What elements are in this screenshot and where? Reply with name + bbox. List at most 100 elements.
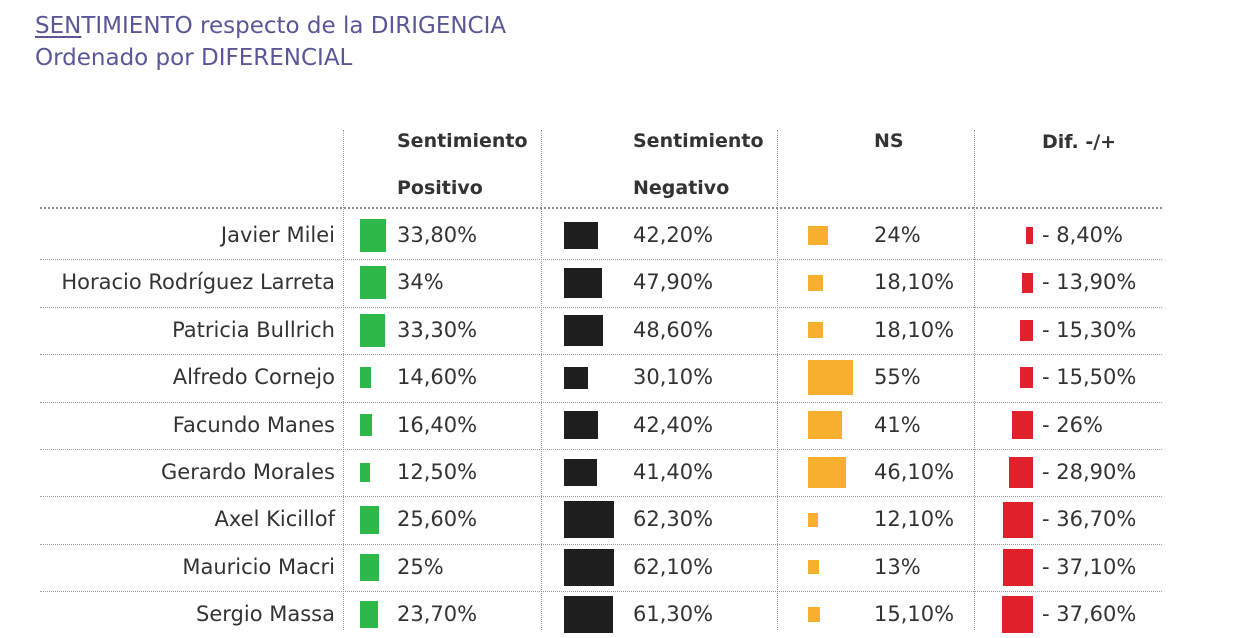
title-underlined-part: SEN: [35, 13, 82, 39]
ns-value: 24%: [874, 223, 921, 247]
table-row: Alfredo Cornejo 14,60% 30,10% 55% - 15,50%: [0, 354, 1256, 401]
header-divider: [40, 207, 1162, 209]
table-row: Facundo Manes 16,40% 42,40% 41% - 26%: [0, 402, 1256, 449]
difference-bar: [1002, 548, 1033, 586]
negative-bar: [564, 548, 614, 586]
candidate-name: Gerardo Morales: [161, 460, 335, 484]
difference-value: - 36,70%: [1042, 507, 1137, 532]
positive-bar: [360, 266, 386, 300]
difference-bar: [1002, 596, 1033, 634]
title-line-1: SENTIMIENTO respecto de la DIRIGENCIA: [35, 10, 506, 42]
row-divider: [40, 401, 1162, 403]
difference-value: - 37,60%: [1042, 602, 1137, 627]
candidate-name: Axel Kicillof: [214, 507, 335, 532]
positive-value: 25,60%: [397, 507, 478, 532]
title-rest: TIMIENTO respecto de la DIRIGENCIA: [81, 13, 507, 39]
positive-value: 33,30%: [397, 317, 478, 342]
positive-value: 25%: [397, 554, 444, 579]
positive-bar: [360, 219, 386, 252]
negative-bar: [564, 411, 598, 440]
difference-bar: [1002, 501, 1033, 539]
ns-bar: [808, 607, 821, 623]
difference-value: - 8,40%: [1042, 223, 1123, 247]
positive-bar: [360, 601, 378, 628]
row-divider: [40, 449, 1162, 450]
positive-bar: [360, 414, 373, 436]
negative-bar: [564, 458, 598, 487]
candidate-name: Alfredo Cornejo: [172, 365, 335, 390]
ns-value: 46,10%: [874, 460, 955, 484]
difference-bar: [1009, 457, 1033, 488]
negative-bar: [564, 596, 614, 634]
header-negative-line-1: Sentimiento: [633, 130, 764, 152]
title-line-2: Ordenado por DIFERENCIAL: [35, 45, 353, 71]
difference-value: - 28,90%: [1042, 460, 1137, 484]
chart-title: SENTIMIENTO respecto de la DIRIGENCIA Or…: [35, 10, 506, 74]
negative-value: 61,30%: [633, 602, 714, 627]
negative-bar: [564, 501, 614, 539]
ns-bar: [808, 225, 828, 246]
positive-bar: [360, 367, 372, 388]
positive-bar: [360, 553, 379, 581]
difference-bar: [1021, 272, 1033, 293]
positive-value: 16,40%: [397, 412, 478, 437]
difference-value: - 15,50%: [1042, 365, 1137, 390]
table-row: Mauricio Macri 25% 62,10% 13% - 37,10%: [0, 544, 1256, 591]
difference-value: - 13,90%: [1042, 270, 1137, 295]
ns-value: 12,10%: [874, 507, 955, 532]
row-divider: [40, 543, 1162, 545]
difference-value: - 37,10%: [1042, 554, 1137, 579]
table-row: Sergio Massa 23,70% 61,30% 15,10% - 37,60%: [0, 591, 1256, 638]
table-row: Javier Milei 33,80% 42,20% 24% - 8,40%: [0, 212, 1256, 259]
table-row: Horacio Rodríguez Larreta 34% 47,90% 18,10%…: [0, 259, 1256, 306]
header-dif: Dif. -/+: [1042, 131, 1117, 153]
positive-value: 33,80%: [397, 223, 478, 247]
row-divider: [40, 496, 1162, 498]
positive-value: 23,70%: [397, 602, 478, 627]
table-row: Axel Kicillof 25,60% 62,30% 12,10% - 36,70%: [0, 496, 1256, 543]
difference-bar: [1020, 367, 1033, 389]
ns-bar: [808, 274, 823, 292]
difference-value: - 15,30%: [1042, 317, 1137, 342]
column-divider-2: [541, 130, 542, 630]
negative-value: 42,40%: [633, 412, 714, 437]
column-divider-1: [343, 130, 344, 630]
positive-value: 12,50%: [397, 460, 478, 484]
column-divider-4: [974, 130, 975, 630]
candidate-name: Facundo Manes: [172, 412, 335, 437]
ns-bar: [808, 457, 846, 488]
difference-bar: [1011, 410, 1033, 440]
negative-bar: [564, 314, 603, 346]
negative-value: 30,10%: [633, 365, 714, 390]
table-row: Patricia Bullrich 33,30% 48,60% 18,10% - 15,…: [0, 307, 1256, 354]
table-row: Gerardo Morales 12,50% 41,40% 46,10% - 28,90…: [0, 449, 1256, 496]
candidate-name: Patricia Bullrich: [172, 317, 335, 342]
ns-bar: [808, 560, 819, 575]
candidate-name: Sergio Massa: [196, 602, 335, 627]
positive-value: 14,60%: [397, 365, 478, 390]
positive-bar: [360, 313, 386, 347]
candidate-name: Mauricio Macri: [182, 554, 335, 579]
negative-bar: [564, 366, 589, 389]
header-negative-line-2: Negativo: [633, 177, 730, 199]
difference-value: - 26%: [1042, 412, 1103, 437]
negative-value: 62,10%: [633, 554, 714, 579]
row-divider: [40, 306, 1162, 308]
ns-bar: [808, 322, 823, 339]
ns-bar: [808, 410, 842, 440]
positive-value: 34%: [397, 270, 444, 295]
ns-value: 13%: [874, 554, 921, 579]
positive-bar: [360, 462, 370, 483]
ns-value: 18,10%: [874, 270, 955, 295]
row-divider: [40, 591, 1162, 593]
ns-value: 41%: [874, 412, 921, 437]
column-divider-3: [777, 130, 778, 630]
candidate-name: Horacio Rodríguez Larreta: [61, 270, 335, 295]
difference-bar: [1026, 227, 1033, 244]
ns-value: 15,10%: [874, 602, 955, 627]
ns-value: 55%: [874, 365, 921, 390]
negative-value: 41,40%: [633, 460, 714, 484]
candidate-name: Javier Milei: [220, 223, 335, 247]
ns-bar: [808, 359, 854, 396]
negative-bar: [564, 267, 603, 299]
